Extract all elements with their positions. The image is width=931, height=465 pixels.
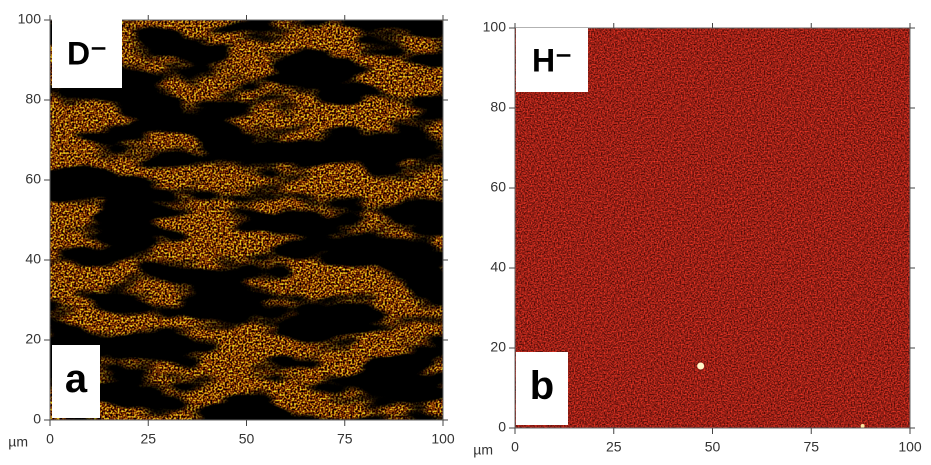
panel-box: [52, 345, 100, 418]
x-tick-label: 50: [705, 439, 721, 455]
hot-spot: [860, 424, 865, 428]
x-unit: µm: [8, 434, 28, 450]
x-tick-label: 25: [140, 431, 156, 447]
panel-label: a: [65, 357, 88, 401]
x-tick-label: 100: [898, 439, 922, 455]
y-tick-label: 100: [483, 19, 507, 35]
y-tick-label: 20: [490, 339, 506, 355]
x-tick-label: 0: [46, 431, 54, 447]
x-tick-label: 75: [337, 431, 353, 447]
species-box: [516, 28, 588, 92]
y-tick-label: 60: [25, 171, 41, 187]
y-tick-label: 40: [490, 259, 506, 275]
y-tick-label: 40: [25, 251, 41, 267]
y-tick-label: 20: [25, 331, 41, 347]
y-tick-label: 80: [25, 91, 41, 107]
x-unit: µm: [473, 442, 493, 458]
hot-spot: [697, 362, 705, 370]
panel-box: [516, 352, 568, 425]
x-tick-label: 50: [239, 431, 255, 447]
species-label: D⁻: [67, 35, 107, 71]
x-tick-label: 25: [606, 439, 622, 455]
y-tick-label: 60: [490, 179, 506, 195]
x-tick-label: 0: [511, 439, 519, 455]
map-texture: [515, 28, 910, 428]
y-tick-label: 100: [18, 11, 42, 27]
x-tick-label: 100: [431, 431, 455, 447]
y-tick-label: 0: [33, 411, 41, 427]
panel-label: b: [530, 364, 554, 408]
y-tick-label: 80: [490, 99, 506, 115]
x-tick-label: 75: [803, 439, 819, 455]
y-tick-label: 0: [498, 419, 506, 435]
species-box: [52, 18, 122, 88]
species-label: H⁻: [532, 42, 572, 78]
